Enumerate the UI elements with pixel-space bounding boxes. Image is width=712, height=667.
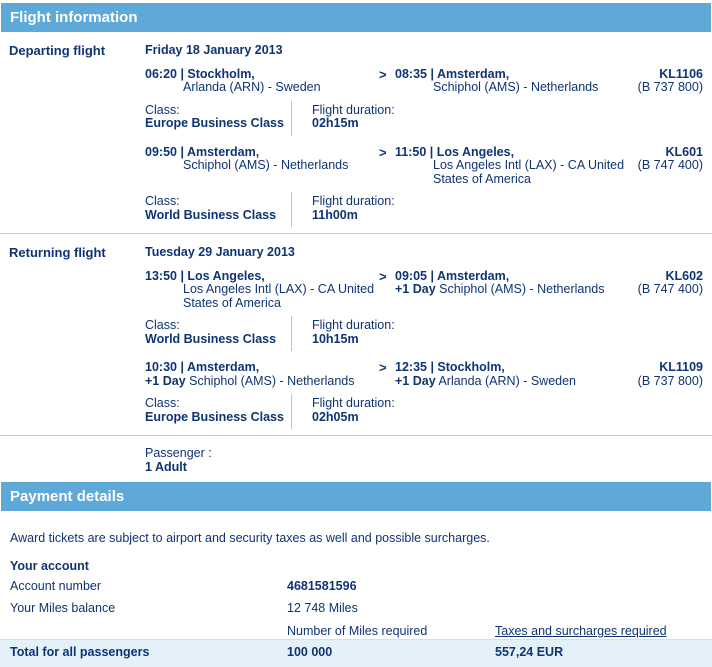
departure-airport: Los Angeles Intl (LAX) - CA United State… xyxy=(183,282,375,310)
class-label: Class: xyxy=(145,318,180,332)
arrival-time-city: 09:05 | Amsterdam, xyxy=(395,268,510,283)
plus-one-day-badge: +1 Day xyxy=(145,373,186,388)
flight-segment: 13:50 | Los Angeles, Los Angeles Intl (L… xyxy=(0,268,712,311)
class-duration-row: Class: World Business Class Flight durat… xyxy=(0,192,712,227)
flight-information-header: Flight information xyxy=(1,3,711,32)
duration-value: 02h15m xyxy=(312,116,359,130)
section-divider xyxy=(0,435,712,436)
duration-label: Flight duration: xyxy=(312,318,395,332)
duration-label: Flight duration: xyxy=(312,194,395,208)
account-number-value: 4681581596 xyxy=(287,579,357,593)
class-duration-row: Class: Europe Business Class Flight dura… xyxy=(0,394,712,429)
departure-airport: +1 Day Schiphol (AMS) - Netherlands xyxy=(145,373,355,388)
duration-value: 11h00m xyxy=(312,207,358,222)
class-value: World Business Class xyxy=(145,207,277,222)
departing-flight-date: Friday 18 January 2013 xyxy=(145,43,283,57)
flight-segment: 09:50 | Amsterdam, Schiphol (AMS) - Neth… xyxy=(0,144,712,187)
arrival-airport: +1 Day Arlanda (ARN) - Sweden xyxy=(395,373,577,388)
duration-label: Flight duration: xyxy=(312,102,395,117)
arrival-airport: Schiphol (AMS) - Netherlands xyxy=(433,80,599,94)
duration-label: Flight duration: xyxy=(312,396,395,410)
flight-number: KL602 xyxy=(665,268,703,283)
passenger-row: Passenger : 1 Adult xyxy=(0,446,712,474)
total-miles-value: 100 000 xyxy=(287,645,333,660)
total-row: Total for all passengers 100 000 557,24 … xyxy=(0,638,712,667)
arrival-airport: +1 Day Schiphol (AMS) - Netherlands xyxy=(395,282,605,296)
departure-airport: Arlanda (ARN) - Sweden xyxy=(183,80,321,94)
class-label: Class: xyxy=(145,396,180,410)
class-value: Europe Business Class xyxy=(145,409,284,424)
total-label: Total for all passengers xyxy=(10,645,150,660)
returning-flight-header-row: Returning flight Tuesday 29 January 2013 xyxy=(0,245,712,260)
miles-required-header: Number of Miles required xyxy=(287,624,428,638)
departing-flight-label: Departing flight xyxy=(9,43,106,58)
aircraft-type: (B 737 800) xyxy=(637,80,703,94)
miles-balance-label: Your Miles balance xyxy=(10,600,116,615)
flight-number: KL601 xyxy=(665,144,703,159)
plus-one-day-badge: +1 Day xyxy=(395,282,436,296)
arrival-time-city: 12:35 | Stockholm, xyxy=(395,360,505,374)
arrival-time-city: 08:35 | Amsterdam, xyxy=(395,66,510,81)
plus-one-day-badge: +1 Day xyxy=(395,373,436,388)
miles-balance-row: Your Miles balance 12 748 Miles xyxy=(0,600,712,616)
account-number-label: Account number xyxy=(10,579,102,593)
chevron-right-icon: > xyxy=(379,268,387,284)
award-ticket-notice: Award tickets are subject to airport and… xyxy=(10,531,490,545)
class-value: Europe Business Class xyxy=(145,116,284,130)
aircraft-type: (B 747 400) xyxy=(637,158,703,172)
departure-airport: Schiphol (AMS) - Netherlands xyxy=(183,158,349,172)
class-label: Class: xyxy=(145,194,180,208)
departure-time-city: 10:30 | Amsterdam, xyxy=(145,360,260,374)
total-taxes-value: 557,24 EUR xyxy=(495,645,564,660)
duration-value: 02h05m xyxy=(312,409,359,424)
aircraft-type: (B 737 800) xyxy=(637,373,703,388)
aircraft-type: (B 747 400) xyxy=(637,282,703,296)
payment-details-header: Payment details xyxy=(1,482,711,511)
taxes-surcharges-link[interactable]: Taxes and surcharges required xyxy=(495,624,667,638)
chevron-right-icon: > xyxy=(379,360,387,375)
passenger-count: 1 Adult xyxy=(145,459,187,474)
payment-table-header-row: Number of Miles required Taxes and surch… xyxy=(0,624,712,639)
departure-time-city: 09:50 | Amsterdam, xyxy=(145,144,260,159)
arrival-time-city: 11:50 | Los Angeles, xyxy=(395,144,515,159)
class-duration-row: Class: Europe Business Class Flight dura… xyxy=(0,100,712,136)
returning-flight-label: Returning flight xyxy=(9,245,106,260)
section-divider xyxy=(0,233,712,234)
flight-segment: 06:20 | Stockholm, Arlanda (ARN) - Swede… xyxy=(0,66,712,95)
flight-number: KL1109 xyxy=(659,360,703,374)
returning-flight-date: Tuesday 29 January 2013 xyxy=(145,245,295,259)
miles-balance-value: 12 748 Miles xyxy=(287,600,358,615)
account-number-row: Account number 4681581596 xyxy=(0,579,712,594)
departing-flight-header-row: Departing flight Friday 18 January 2013 xyxy=(0,43,712,58)
class-value: World Business Class xyxy=(145,331,277,346)
duration-value: 10h15m xyxy=(312,331,359,346)
your-account-heading: Your account xyxy=(10,558,89,573)
flight-segment: 10:30 | Amsterdam, +1 Day Schiphol (AMS)… xyxy=(0,360,712,388)
departure-time-city: 06:20 | Stockholm, xyxy=(145,66,255,81)
flight-number: KL1106 xyxy=(659,66,703,81)
arrival-airport: Los Angeles Intl (LAX) - CA United State… xyxy=(433,158,625,186)
chevron-right-icon: > xyxy=(379,66,387,82)
class-label: Class: xyxy=(145,102,180,117)
chevron-right-icon: > xyxy=(379,144,387,160)
departure-time-city: 13:50 | Los Angeles, xyxy=(145,268,265,283)
class-duration-row: Class: World Business Class Flight durat… xyxy=(0,316,712,351)
passenger-label: Passenger : xyxy=(145,446,212,460)
